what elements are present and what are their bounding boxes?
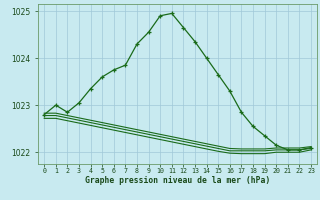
X-axis label: Graphe pression niveau de la mer (hPa): Graphe pression niveau de la mer (hPa) (85, 176, 270, 185)
